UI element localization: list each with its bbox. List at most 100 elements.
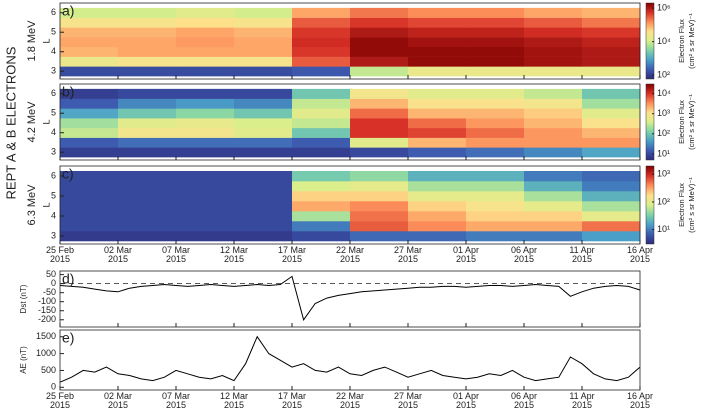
heat-cell — [292, 181, 351, 192]
figure-title: REPT A & B ELECTRONS — [3, 46, 18, 199]
heat-cell — [582, 137, 641, 148]
heat-cell — [408, 56, 467, 67]
panel-label: a) — [62, 3, 74, 19]
heat-cell — [524, 118, 583, 129]
heat-cell — [60, 17, 119, 28]
heat-cell — [234, 127, 293, 138]
heat-cell — [466, 191, 525, 202]
heat-cell — [524, 137, 583, 148]
x-tick-label: 01 Apr 2015 — [452, 391, 480, 410]
heat-cell — [234, 211, 293, 222]
heat-cell — [408, 171, 467, 182]
heat-cell — [292, 191, 351, 202]
heat-cell — [60, 211, 119, 222]
heat-cell — [234, 137, 293, 148]
y-tick-label: 6 — [51, 88, 56, 98]
heat-cell — [350, 201, 409, 212]
heat-cell — [524, 27, 583, 38]
heat-cell — [118, 56, 177, 67]
heat-cell — [524, 211, 583, 222]
heat-cell — [408, 88, 467, 99]
x-tick-label: 22 Mar 2015 — [335, 245, 364, 264]
heat-cell — [60, 137, 119, 148]
heat-cell — [524, 46, 583, 57]
heat-cell — [292, 231, 351, 242]
heat-cell — [234, 118, 293, 129]
heat-cell — [350, 181, 409, 192]
heat-cell — [60, 56, 119, 67]
heat-cell — [408, 221, 467, 232]
heat-cell — [60, 127, 119, 138]
heat-cell — [118, 7, 177, 18]
heat-cell — [466, 108, 525, 119]
heat-cell — [350, 88, 409, 99]
heat-cell — [176, 231, 235, 242]
x-tick-label: 27 Mar 2015 — [393, 245, 422, 264]
heat-cell — [176, 118, 235, 129]
colorbar — [645, 165, 655, 245]
x-tick-label: 12 Mar 2015 — [219, 391, 248, 410]
heat-cell — [176, 211, 235, 222]
heat-cell — [118, 191, 177, 202]
heat-cell — [176, 27, 235, 38]
x-tick-label: 25 Feb 2015 — [45, 245, 75, 264]
heat-cell — [524, 127, 583, 138]
heat-cell — [118, 98, 177, 109]
x-tick-label: 07 Mar 2015 — [161, 391, 190, 410]
heat-cell — [408, 66, 467, 77]
heat-cell — [408, 147, 467, 158]
heat-cell — [350, 231, 409, 242]
heat-cell — [234, 231, 293, 242]
y-tick-label: 3 — [51, 66, 56, 76]
heat-cell — [466, 27, 525, 38]
y-tick-label: 50 — [46, 269, 56, 279]
heat-cell — [292, 56, 351, 67]
heat-cell — [176, 56, 235, 67]
heat-cell — [60, 108, 119, 119]
colorbar-tick-label: 10² — [657, 128, 670, 138]
heat-cell — [234, 221, 293, 232]
heat-cell — [466, 56, 525, 67]
heat-cell — [118, 147, 177, 158]
y-axis-label: AE (nT) — [19, 346, 28, 374]
heat-cell — [582, 66, 641, 77]
heat-cell — [466, 7, 525, 18]
heat-cell — [292, 37, 351, 48]
heat-cell — [466, 221, 525, 232]
heat-cell — [524, 98, 583, 109]
heat-cell — [176, 137, 235, 148]
heat-cell — [234, 88, 293, 99]
panel-subtitle: 6.3 MeV — [26, 184, 38, 226]
heat-cell — [234, 108, 293, 119]
colorbar-label: Electron Flux — [677, 183, 686, 227]
heat-cell — [60, 27, 119, 38]
heat-cell — [408, 118, 467, 129]
heat-cell — [234, 27, 293, 38]
colorbar-label: (cm² s sr MeV)⁻¹ — [687, 94, 696, 150]
heat-cell — [408, 46, 467, 57]
colorbar-tick-label: 10³ — [657, 169, 670, 179]
y-axis-label: L — [41, 202, 51, 207]
colorbar — [645, 83, 655, 161]
heat-cell — [408, 27, 467, 38]
panel-label: e) — [62, 330, 74, 346]
heat-cell — [350, 7, 409, 18]
heat-cell — [350, 98, 409, 109]
colorbar-tick-label: 10³ — [657, 108, 670, 118]
heat-cell — [292, 17, 351, 28]
x-tick-label: 16 Apr 2015 — [626, 391, 654, 410]
heat-cell — [118, 88, 177, 99]
heat-cell — [176, 147, 235, 158]
heat-cell — [60, 7, 119, 18]
heat-cell — [524, 181, 583, 192]
y-tick-label: 3 — [51, 230, 56, 240]
data-line — [59, 275, 641, 321]
panel-subtitle: 1.8 MeV — [26, 20, 38, 62]
x-tick-label: 17 Mar 2015 — [277, 391, 306, 410]
heat-cell — [60, 221, 119, 232]
heat-cell — [350, 37, 409, 48]
y-axis-label: L — [41, 119, 51, 124]
y-tick-label: -200 — [38, 314, 56, 324]
heat-cell — [408, 98, 467, 109]
heat-cell — [176, 17, 235, 28]
